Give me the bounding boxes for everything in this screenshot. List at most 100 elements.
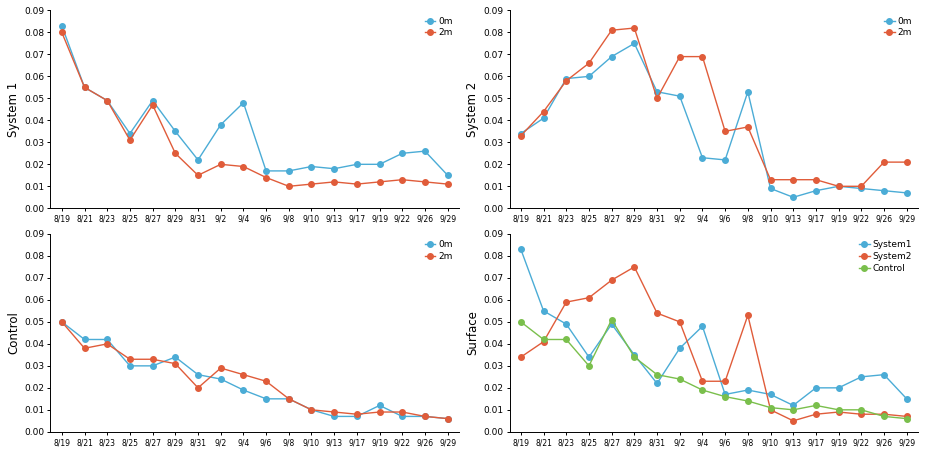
0m: [328, 166, 339, 172]
Legend: 0m, 2m: 0m, 2m: [423, 238, 454, 263]
System1: [833, 385, 845, 390]
2m: [856, 183, 867, 189]
System1: [765, 392, 776, 397]
2m: [879, 159, 890, 165]
2m: [629, 25, 640, 31]
0m: [147, 363, 158, 369]
0m: [374, 162, 385, 167]
0m: [283, 168, 294, 173]
0m: [419, 414, 430, 419]
2m: [283, 183, 294, 189]
System2: [879, 411, 890, 417]
2m: [810, 177, 821, 183]
Line: 2m: 2m: [518, 25, 909, 189]
0m: [79, 337, 90, 342]
0m: [742, 89, 753, 94]
0m: [102, 98, 113, 104]
System2: [538, 339, 549, 345]
Y-axis label: Control: Control: [7, 311, 20, 354]
0m: [374, 403, 385, 408]
2m: [79, 345, 90, 351]
0m: [901, 190, 912, 196]
0m: [561, 76, 572, 81]
2m: [238, 372, 249, 377]
Line: 0m: 0m: [518, 41, 909, 200]
Control: [856, 407, 867, 413]
0m: [56, 23, 68, 29]
0m: [238, 100, 249, 105]
2m: [306, 407, 317, 413]
Line: System1: System1: [518, 247, 909, 408]
2m: [147, 356, 158, 362]
Control: [697, 387, 708, 393]
System1: [742, 387, 753, 393]
Legend: 0m, 2m: 0m, 2m: [882, 15, 914, 39]
2m: [606, 28, 617, 33]
2m: [216, 162, 227, 167]
System2: [606, 277, 617, 283]
Control: [538, 337, 549, 342]
0m: [810, 188, 821, 193]
Control: [651, 372, 662, 377]
System1: [561, 321, 572, 327]
Line: 2m: 2m: [59, 319, 450, 421]
2m: [419, 414, 430, 419]
0m: [352, 162, 363, 167]
2m: [442, 182, 453, 187]
0m: [856, 186, 867, 191]
2m: [79, 84, 90, 90]
Y-axis label: System 2: System 2: [466, 82, 479, 137]
System1: [720, 392, 731, 397]
2m: [674, 54, 685, 59]
Control: [606, 317, 617, 322]
Line: System2: System2: [518, 264, 909, 424]
2m: [56, 30, 68, 35]
0m: [879, 188, 890, 193]
0m: [192, 157, 204, 163]
System2: [629, 264, 640, 270]
2m: [147, 102, 158, 108]
0m: [261, 396, 272, 401]
System1: [856, 374, 867, 380]
0m: [397, 151, 408, 156]
0m: [629, 41, 640, 46]
2m: [515, 133, 526, 138]
0m: [515, 131, 526, 136]
2m: [192, 173, 204, 178]
0m: [765, 186, 776, 191]
2m: [788, 177, 799, 183]
2m: [216, 365, 227, 371]
0m: [216, 122, 227, 128]
2m: [901, 159, 912, 165]
2m: [306, 182, 317, 187]
2m: [261, 175, 272, 180]
2m: [102, 98, 113, 104]
System1: [810, 385, 821, 390]
0m: [124, 363, 135, 369]
System2: [742, 313, 753, 318]
0m: [352, 414, 363, 419]
0m: [261, 168, 272, 173]
System2: [515, 354, 526, 360]
0m: [170, 128, 181, 134]
2m: [374, 410, 385, 415]
2m: [538, 109, 549, 114]
0m: [283, 396, 294, 401]
System2: [810, 411, 821, 417]
2m: [102, 341, 113, 346]
Control: [879, 414, 890, 419]
2m: [374, 179, 385, 185]
2m: [352, 411, 363, 417]
System2: [720, 379, 731, 384]
System2: [697, 379, 708, 384]
0m: [192, 372, 204, 377]
System1: [697, 324, 708, 329]
System2: [674, 319, 685, 325]
System2: [788, 418, 799, 424]
Control: [584, 363, 595, 369]
Control: [515, 319, 526, 325]
2m: [697, 54, 708, 59]
0m: [102, 337, 113, 342]
System2: [901, 414, 912, 419]
2m: [651, 96, 662, 101]
